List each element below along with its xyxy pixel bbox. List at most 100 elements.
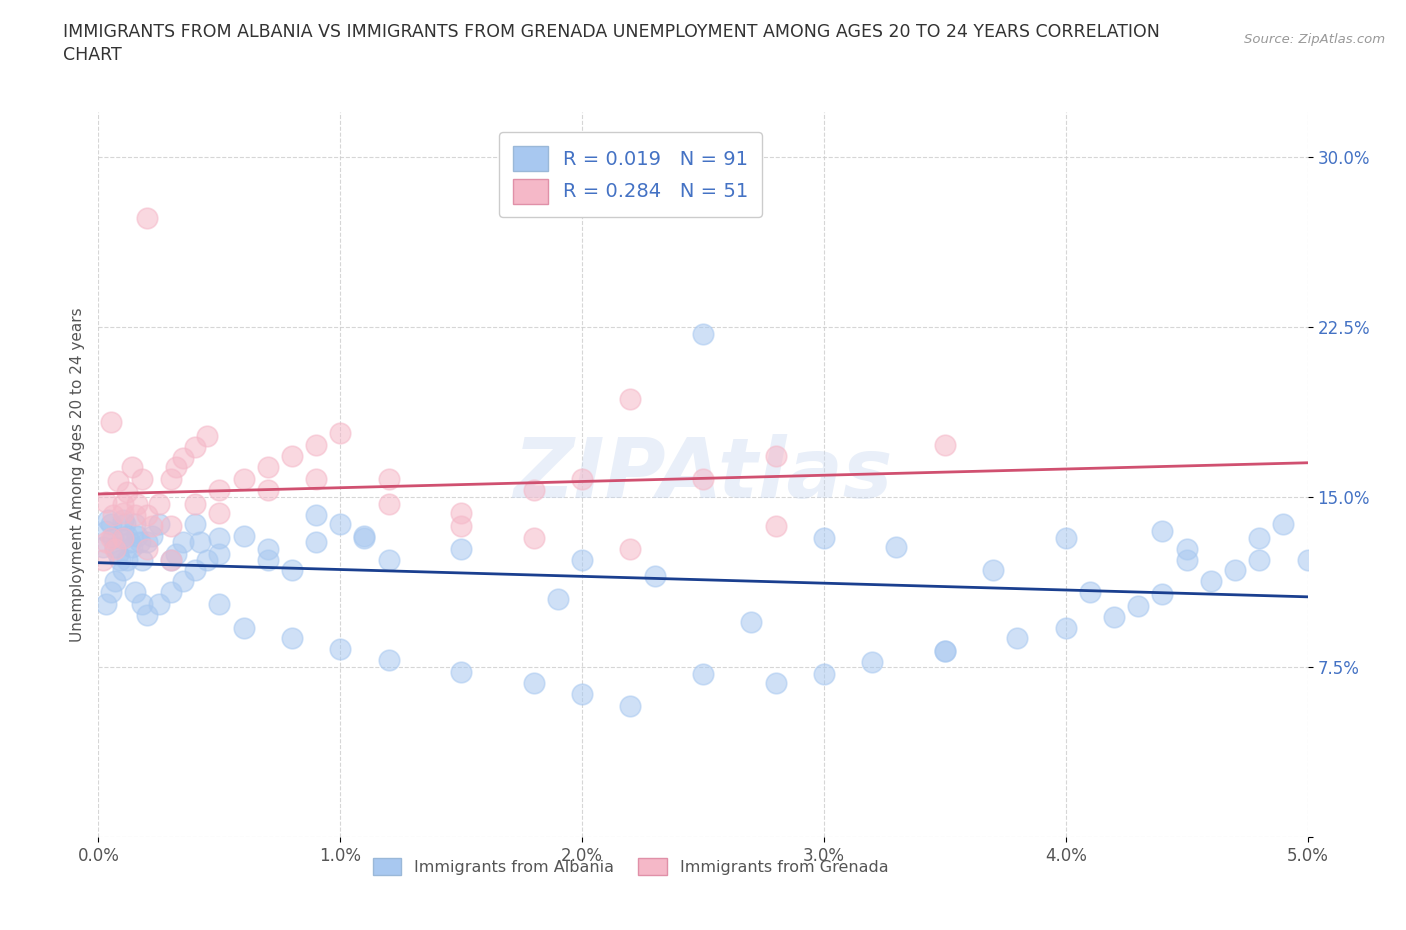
Point bbox=[1128, 598, 1150, 613]
Point bbox=[100, 517, 122, 532]
Point bbox=[619, 541, 641, 556]
Point bbox=[184, 440, 207, 455]
Point bbox=[104, 574, 127, 589]
Point bbox=[256, 460, 278, 475]
Point bbox=[547, 591, 569, 606]
Point bbox=[208, 530, 231, 545]
Point bbox=[165, 546, 187, 561]
Point bbox=[377, 472, 399, 486]
Point bbox=[148, 596, 170, 611]
Point bbox=[127, 528, 149, 543]
Point bbox=[523, 483, 546, 498]
Point bbox=[94, 535, 117, 550]
Point bbox=[91, 539, 114, 554]
Point bbox=[184, 562, 207, 577]
Point bbox=[184, 497, 207, 512]
Point bbox=[353, 530, 375, 545]
Point bbox=[765, 449, 787, 464]
Point bbox=[305, 535, 328, 550]
Point bbox=[281, 449, 304, 464]
Point bbox=[981, 562, 1004, 577]
Text: Source: ZipAtlas.com: Source: ZipAtlas.com bbox=[1244, 33, 1385, 46]
Point bbox=[108, 553, 131, 568]
Point bbox=[131, 596, 153, 611]
Point bbox=[160, 553, 183, 568]
Point bbox=[305, 472, 328, 486]
Point bbox=[1054, 621, 1077, 636]
Point bbox=[1102, 610, 1125, 625]
Point bbox=[765, 519, 787, 534]
Point bbox=[124, 585, 146, 600]
Point bbox=[141, 519, 163, 534]
Point bbox=[1272, 517, 1295, 532]
Point bbox=[329, 426, 352, 441]
Point bbox=[329, 642, 352, 657]
Point bbox=[111, 505, 134, 520]
Point bbox=[135, 535, 157, 550]
Point bbox=[1152, 587, 1174, 602]
Point bbox=[101, 508, 124, 523]
Point bbox=[188, 535, 211, 550]
Point bbox=[195, 553, 218, 568]
Point bbox=[124, 517, 146, 532]
Point bbox=[117, 485, 139, 500]
Point bbox=[1296, 553, 1319, 568]
Point bbox=[208, 505, 231, 520]
Point bbox=[644, 569, 666, 584]
Point bbox=[172, 535, 194, 550]
Point bbox=[571, 686, 593, 701]
Point bbox=[450, 664, 472, 679]
Y-axis label: Unemployment Among Ages 20 to 24 years: Unemployment Among Ages 20 to 24 years bbox=[69, 307, 84, 642]
Point bbox=[619, 698, 641, 713]
Point bbox=[121, 460, 143, 475]
Point bbox=[135, 508, 157, 523]
Point bbox=[127, 497, 149, 512]
Point bbox=[619, 392, 641, 407]
Point bbox=[184, 517, 207, 532]
Point bbox=[101, 530, 124, 545]
Point bbox=[377, 653, 399, 668]
Point bbox=[118, 535, 141, 550]
Point bbox=[523, 675, 546, 690]
Point bbox=[377, 553, 399, 568]
Point bbox=[91, 553, 114, 568]
Point bbox=[104, 541, 127, 556]
Point bbox=[94, 494, 117, 509]
Point bbox=[450, 505, 472, 520]
Point bbox=[232, 472, 254, 486]
Point bbox=[121, 539, 143, 554]
Point bbox=[353, 528, 375, 543]
Point bbox=[450, 541, 472, 556]
Point bbox=[934, 644, 956, 658]
Point bbox=[111, 530, 134, 545]
Point bbox=[117, 553, 139, 568]
Point bbox=[135, 211, 157, 226]
Point bbox=[813, 530, 835, 545]
Point bbox=[160, 585, 183, 600]
Point bbox=[571, 553, 593, 568]
Point bbox=[148, 517, 170, 532]
Point bbox=[160, 519, 183, 534]
Point bbox=[100, 530, 122, 545]
Point bbox=[1152, 524, 1174, 538]
Point bbox=[100, 415, 122, 430]
Point bbox=[305, 508, 328, 523]
Point bbox=[329, 517, 352, 532]
Point bbox=[124, 508, 146, 523]
Point bbox=[281, 562, 304, 577]
Point bbox=[1249, 553, 1271, 568]
Point bbox=[131, 472, 153, 486]
Point bbox=[148, 497, 170, 512]
Point bbox=[1175, 553, 1198, 568]
Point bbox=[692, 666, 714, 681]
Point bbox=[232, 528, 254, 543]
Point bbox=[100, 585, 122, 600]
Point bbox=[256, 483, 278, 498]
Point bbox=[165, 460, 187, 475]
Point bbox=[160, 472, 183, 486]
Point bbox=[305, 437, 328, 452]
Point bbox=[1199, 574, 1222, 589]
Point bbox=[111, 562, 134, 577]
Point bbox=[1078, 585, 1101, 600]
Point bbox=[172, 451, 194, 466]
